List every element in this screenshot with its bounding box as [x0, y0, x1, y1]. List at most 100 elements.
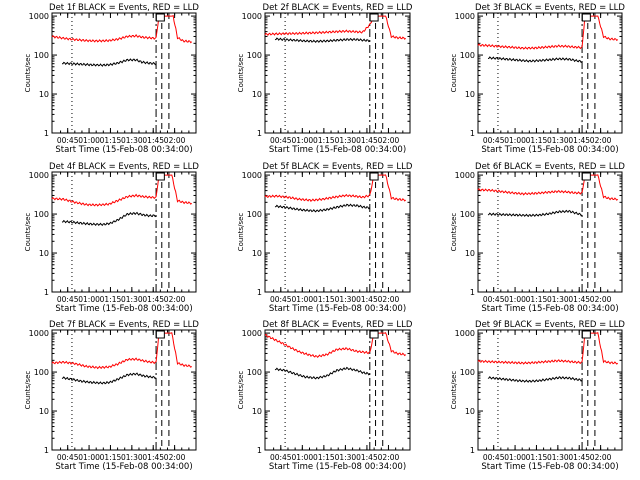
y-tick-label: 100 — [34, 368, 49, 377]
y-tick-label: 1 — [470, 288, 475, 297]
y-axis-label: Counts/sec — [237, 213, 245, 252]
x-tick-label: 02:00 — [164, 295, 186, 304]
series-lld-line — [264, 332, 407, 359]
x-tick-label: 01:30 — [547, 295, 569, 304]
y-axis-label: Counts/sec — [24, 213, 32, 252]
x-tick-label: 00:45 — [57, 295, 79, 304]
x-tick-label: 00:45 — [483, 453, 505, 462]
x-tick-label: 01:15 — [100, 136, 122, 145]
attenuator-box — [369, 172, 379, 181]
y-tick-label: 10 — [252, 249, 262, 258]
y-tick-label: 1000 — [29, 329, 49, 338]
y-axis-label: Counts/sec — [450, 213, 458, 252]
series-lld-line — [51, 174, 193, 207]
attenuator-box — [155, 13, 165, 22]
y-tick-label: 100 — [460, 210, 475, 219]
plot-frame — [264, 12, 411, 134]
x-tick-label: 01:00 — [78, 453, 100, 462]
x-tick-label: 01:00 — [292, 453, 314, 462]
y-tick-label: 100 — [34, 210, 49, 219]
x-tick-label: 01:00 — [78, 136, 100, 145]
series-events-line — [274, 37, 371, 43]
attenuator-box — [155, 172, 165, 181]
y-tick-label: 10 — [465, 407, 475, 416]
x-tick-label: 00:45 — [57, 453, 79, 462]
y-tick-label: 1000 — [242, 12, 262, 21]
x-tick-label: 01:00 — [78, 295, 100, 304]
attenuator-box — [581, 330, 591, 339]
x-tick-label: 01:45 — [568, 453, 590, 462]
panel-title: Det 4f BLACK = Events, RED = LLD — [49, 162, 199, 172]
series-events-line — [487, 375, 583, 383]
x-tick-label: 01:15 — [526, 295, 548, 304]
x-tick-label: 01:45 — [568, 295, 590, 304]
x-tick-label: 00:45 — [483, 136, 505, 145]
x-tick-label: 01:45 — [356, 453, 378, 462]
y-tick-label: 10 — [39, 90, 49, 99]
y-tick-label: 1000 — [242, 171, 262, 180]
x-tick-label: 02:00 — [164, 453, 186, 462]
series-events-line — [61, 211, 157, 227]
x-tick-label: 00:45 — [270, 295, 292, 304]
y-tick-label: 1 — [470, 129, 475, 138]
y-tick-label: 100 — [460, 368, 475, 377]
x-axis-label: Start Time (15-Feb-08 00:34:00) — [269, 145, 406, 155]
y-tick-label: 1000 — [29, 171, 49, 180]
panel-6: Det 6f BLACK = Events, RED = LLD 1 10 100 10… — [450, 162, 625, 314]
y-tick-label: 1000 — [455, 171, 475, 180]
panel-title: Det 7f BLACK = Events, RED = LLD — [49, 320, 199, 330]
x-tick-label: 02:00 — [378, 295, 400, 304]
x-tick-label: 02:00 — [590, 295, 612, 304]
series-lld-line — [264, 174, 407, 202]
panel-3: Det 3f BLACK = Events, RED = LLD 1 10 100 10… — [450, 3, 625, 155]
panel-title: Det 9f BLACK = Events, RED = LLD — [475, 320, 625, 330]
y-tick-label: 1000 — [242, 329, 262, 338]
x-tick-label: 02:00 — [590, 136, 612, 145]
panel-title: Det 8f BLACK = Events, RED = LLD — [263, 320, 413, 330]
x-tick-label: 01:30 — [547, 136, 569, 145]
panel-4: Det 4f BLACK = Events, RED = LLD 1 10 100 10… — [24, 162, 199, 314]
y-tick-label: 100 — [34, 51, 49, 60]
x-tick-label: 01:45 — [142, 453, 164, 462]
y-tick-label: 100 — [460, 51, 475, 60]
x-tick-label: 01:45 — [356, 136, 378, 145]
x-tick-label: 02:00 — [590, 453, 612, 462]
x-tick-label: 01:15 — [100, 295, 122, 304]
x-axis-label: Start Time (15-Feb-08 00:34:00) — [481, 462, 618, 472]
y-tick-label: 10 — [465, 90, 475, 99]
plot-frame — [264, 329, 411, 451]
plot-frame — [477, 171, 623, 293]
attenuator-box — [369, 330, 379, 339]
x-tick-label: 02:00 — [378, 453, 400, 462]
y-tick-label: 1 — [257, 129, 262, 138]
y-tick-label: 1 — [470, 446, 475, 455]
x-tick-label: 01:30 — [547, 453, 569, 462]
x-tick-label: 01:30 — [335, 295, 357, 304]
plot-frame — [51, 329, 197, 451]
y-axis-label: Counts/sec — [24, 371, 32, 410]
x-tick-label: 01:15 — [313, 295, 335, 304]
series-events-line — [487, 56, 583, 64]
x-axis-label: Start Time (15-Feb-08 00:34:00) — [269, 462, 406, 472]
x-axis-label: Start Time (15-Feb-08 00:34:00) — [55, 145, 192, 155]
series-lld-line — [477, 15, 619, 50]
x-tick-label: 01:45 — [568, 136, 590, 145]
panel-7: Det 7f BLACK = Events, RED = LLD 1 10 100 10… — [24, 320, 199, 472]
attenuator-box — [369, 13, 379, 22]
panel-title: Det 1f BLACK = Events, RED = LLD — [49, 3, 199, 13]
y-tick-label: 1 — [257, 446, 262, 455]
series-events-line — [487, 209, 583, 217]
y-tick-label: 10 — [252, 90, 262, 99]
y-axis-label: Counts/sec — [450, 54, 458, 93]
x-tick-label: 01:00 — [504, 453, 526, 462]
x-tick-label: 02:00 — [378, 136, 400, 145]
x-tick-label: 01:15 — [526, 136, 548, 145]
x-tick-label: 01:15 — [100, 453, 122, 462]
attenuator-box — [581, 13, 591, 22]
x-tick-label: 01:15 — [526, 453, 548, 462]
x-tick-label: 01:30 — [335, 136, 357, 145]
y-axis-label: Counts/sec — [24, 54, 32, 93]
x-tick-label: 00:45 — [270, 136, 292, 145]
